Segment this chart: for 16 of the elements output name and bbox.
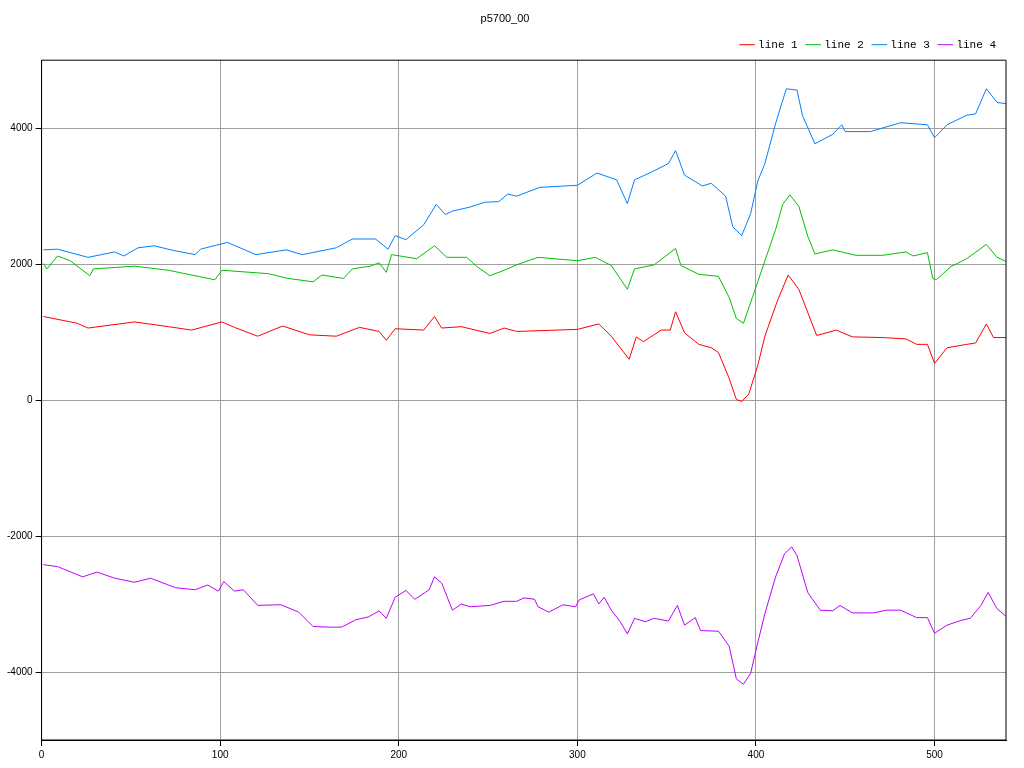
x-tick-label: 100: [211, 748, 229, 760]
legend-label: line 1: [758, 38, 799, 51]
y-tick-label: 0: [27, 393, 34, 405]
x-tick-label: 200: [390, 748, 408, 760]
y-tick-label: 4000: [10, 121, 34, 133]
y-tick-label: 2000: [10, 257, 34, 269]
legend-label: line 2: [824, 38, 864, 51]
x-tick-label: 0: [38, 748, 45, 760]
y-tick-label: -4000: [7, 665, 34, 677]
x-tick-label: 400: [747, 748, 765, 760]
chart-title: p5700_00: [480, 11, 530, 24]
y-tick-label: -2000: [7, 529, 34, 541]
x-tick-label: 300: [569, 748, 587, 760]
legend-label: line 3: [890, 38, 930, 51]
x-tick-label: 500: [926, 748, 944, 760]
legend-label: line 4: [956, 38, 997, 51]
